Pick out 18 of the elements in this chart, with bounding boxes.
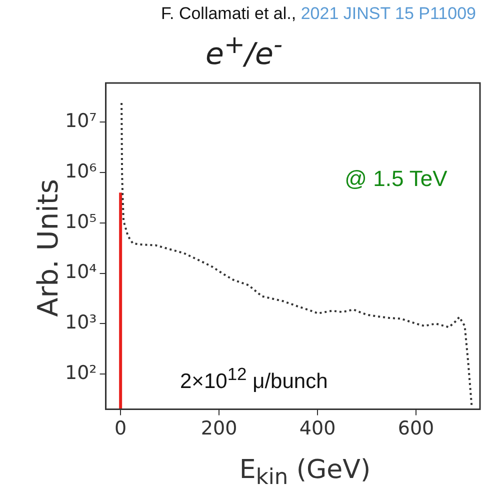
text: 2021 JINST 15 P11009 bbox=[300, 4, 476, 23]
y-axis-title: Arb. Units bbox=[32, 179, 64, 317]
y-tick-label: 10⁶ bbox=[64, 160, 97, 182]
y-tick-label: 10³ bbox=[64, 312, 97, 334]
x-tick-label: 600 bbox=[398, 418, 434, 440]
x-axis-title: E$_{kin}$ (GeV) bbox=[238, 455, 372, 490]
y-tick-label: 10⁵ bbox=[64, 210, 97, 233]
x-tick-label: 0 bbox=[114, 418, 127, 440]
x-tick-label: 400 bbox=[299, 418, 336, 440]
line-series bbox=[120, 102, 473, 406]
y-tick-label: 10⁷ bbox=[64, 110, 97, 132]
annotation: 2×10$^{12}$ μ/bunch bbox=[180, 364, 328, 394]
y-tick-label: 10² bbox=[64, 362, 97, 384]
chart-title: e$^{+}$/e$^{-}$ bbox=[204, 30, 284, 72]
y-tick-label: 10⁴ bbox=[64, 261, 98, 284]
x-tick-label: 200 bbox=[200, 418, 238, 440]
text: F. Collamati et al., bbox=[161, 4, 298, 23]
annotation: @ 1.5 TeV bbox=[344, 166, 448, 192]
